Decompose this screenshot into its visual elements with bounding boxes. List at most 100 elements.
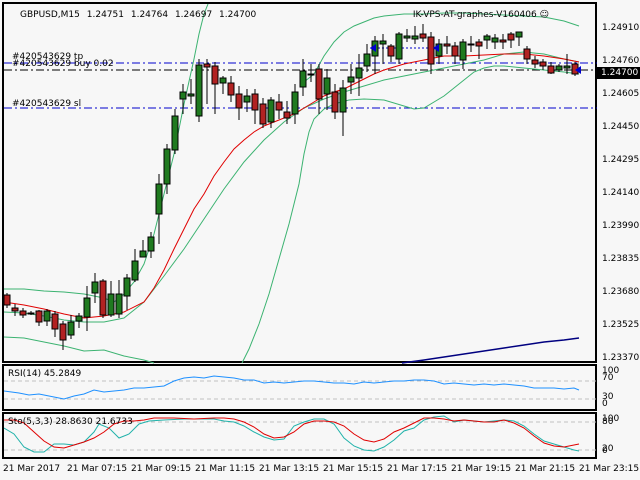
candle [243, 95, 251, 103]
candle [51, 313, 59, 330]
rsi-level: 100 [602, 366, 620, 376]
candle [131, 260, 139, 281]
time-tick: 21 Mar 23:15 [579, 464, 640, 474]
bollinger-lower-2 [241, 65, 580, 364]
time-tick: 21 Mar 09:15 [131, 464, 192, 474]
candle [283, 111, 291, 119]
smiley-icon: ☺ [539, 10, 549, 20]
candle [75, 315, 83, 322]
price-tick: 1.23525 [602, 320, 640, 330]
buy-arrow-icon [370, 44, 376, 52]
candle [4, 294, 11, 306]
candle [11, 307, 19, 312]
rsi-line [4, 375, 580, 400]
bollinger-upper-2 [303, 12, 580, 83]
close-arrow-icon [433, 44, 439, 52]
buy-label: #420543629 buy 0.02 [12, 59, 114, 69]
price-tick: 1.23990 [602, 221, 640, 231]
expert-advisor-label[interactable]: IK-VPS-AT-graphes-V160406 ☺ [413, 10, 549, 20]
candle [331, 91, 339, 113]
candle [443, 43, 451, 47]
price-chart-panel[interactable]: GBPUSD,M15 1.24751 1.24764 1.24697 1.247… [2, 2, 597, 364]
sto-level: 100 [602, 414, 620, 424]
price-tick: 1.24760 [602, 56, 640, 66]
bollinger-middle [4, 51, 580, 323]
candle [459, 41, 467, 61]
stochastic-signal-line [4, 417, 580, 449]
candle [515, 31, 523, 38]
candle [475, 41, 483, 47]
chart-title: GBPUSD,M15 1.24751 1.24764 1.24697 1.247… [20, 10, 260, 20]
time-tick: 21 Mar 07:15 [67, 464, 128, 474]
rsi-panel[interactable]: RSI(14) 45.2849 [2, 364, 597, 411]
stochastic-main-line [4, 415, 580, 453]
candle [355, 67, 363, 79]
candle [315, 68, 323, 100]
open-price: 1.24751 [86, 10, 124, 20]
current-buy-arrow-icon [575, 66, 581, 74]
candle [195, 64, 203, 117]
candle [531, 59, 539, 65]
time-tick: 21 Mar 11:15 [195, 464, 256, 474]
close-price: 1.24700 [219, 10, 257, 20]
candle [395, 33, 403, 60]
sto-level: 0 [602, 446, 608, 456]
candle [91, 281, 99, 294]
candle [427, 36, 435, 65]
candle [491, 37, 499, 43]
sto-level: 80 [602, 417, 614, 427]
time-tick: 21 Mar 2017 [3, 464, 61, 474]
candle [451, 45, 459, 57]
candle [547, 65, 555, 74]
candle [499, 39, 507, 43]
candle [403, 35, 411, 39]
candle [83, 297, 91, 318]
candle [43, 310, 51, 322]
candlesticks [4, 24, 579, 350]
time-tick: 21 Mar 15:15 [323, 464, 384, 474]
low-price: 1.24697 [174, 10, 213, 20]
stochastic-label: Sto(5,3,3) 28.8630 21.6733 [8, 417, 133, 427]
price-chart-canvas [4, 4, 597, 364]
candle [139, 250, 147, 258]
candle [379, 40, 387, 45]
candle [291, 91, 299, 115]
trend-line [401, 337, 580, 364]
candle [507, 33, 515, 41]
time-tick: 21 Mar 21:15 [515, 464, 576, 474]
candle [179, 91, 187, 100]
candle [275, 101, 283, 111]
candle [19, 310, 27, 316]
candle [411, 35, 419, 40]
candle [227, 82, 235, 96]
price-tick: 1.23680 [602, 287, 640, 297]
candle [203, 63, 211, 68]
current-price-label: 1.24700 [597, 67, 640, 79]
price-tick: 1.24910 [602, 23, 640, 33]
bollinger-lower [4, 336, 155, 364]
price-tick: 1.24450 [602, 122, 640, 132]
candle [267, 99, 275, 123]
candle [467, 43, 475, 46]
sl-label: #420543629 sl [12, 99, 82, 109]
candle [211, 65, 219, 85]
rsi-label: RSI(14) 45.2849 [8, 369, 82, 379]
candle [235, 93, 243, 109]
candle [523, 48, 531, 60]
candle [323, 77, 331, 95]
stochastic-panel[interactable]: Sto(5,3,3) 28.8630 21.6733 [2, 412, 597, 459]
symbol-label: GBPUSD,M15 [20, 10, 80, 20]
candle [339, 87, 347, 113]
candle [155, 183, 163, 215]
price-tick: 1.24295 [602, 155, 640, 165]
price-tick: 1.23370 [602, 353, 640, 363]
candle [27, 312, 35, 315]
price-tick: 1.24605 [602, 89, 640, 99]
bollinger-upper [4, 4, 209, 303]
candle [187, 93, 195, 97]
candle [171, 115, 179, 151]
candle [115, 293, 123, 315]
candle [219, 77, 227, 84]
time-tick: 21 Mar 13:15 [259, 464, 320, 474]
candle [35, 310, 43, 323]
